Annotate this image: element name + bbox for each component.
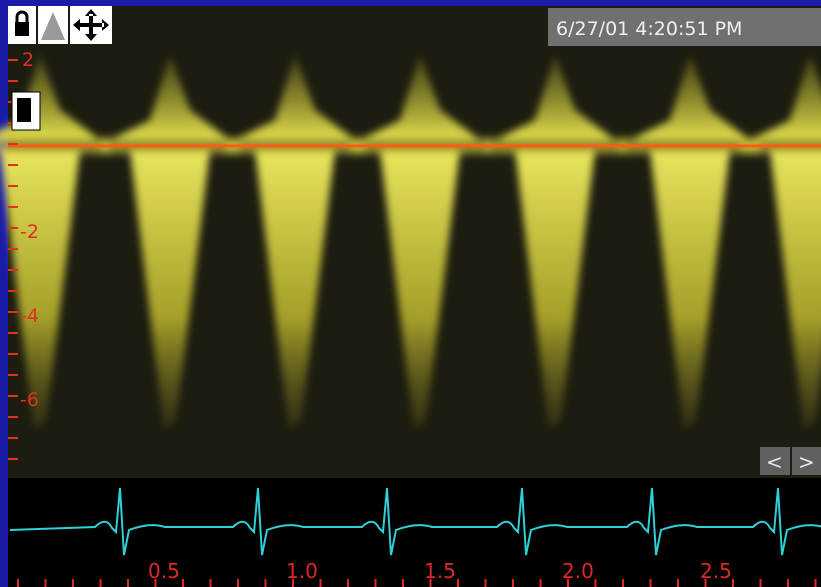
display: 2 -2 -4 -6 6/27/01 4:20:51 PM < > 0.5 1.… xyxy=(0,0,821,587)
prev-label[interactable]: < xyxy=(766,450,783,474)
velocity-label: -4 xyxy=(20,305,39,327)
velocity-label: -2 xyxy=(20,221,39,243)
timestamp: 6/27/01 4:20:51 PM xyxy=(556,18,742,40)
time-label: 2.5 xyxy=(700,559,732,583)
time-label: 1.5 xyxy=(424,559,456,583)
velocity-label: 2 xyxy=(22,49,34,71)
velocity-label: -6 xyxy=(20,389,39,411)
time-label: 1.0 xyxy=(286,559,318,583)
next-label[interactable]: > xyxy=(798,450,815,474)
time-label: 2.0 xyxy=(562,559,594,583)
time-label: 0.5 xyxy=(148,559,180,583)
doppler-screen: 2 -2 -4 -6 6/27/01 4:20:51 PM < > 0.5 1.… xyxy=(0,0,821,587)
